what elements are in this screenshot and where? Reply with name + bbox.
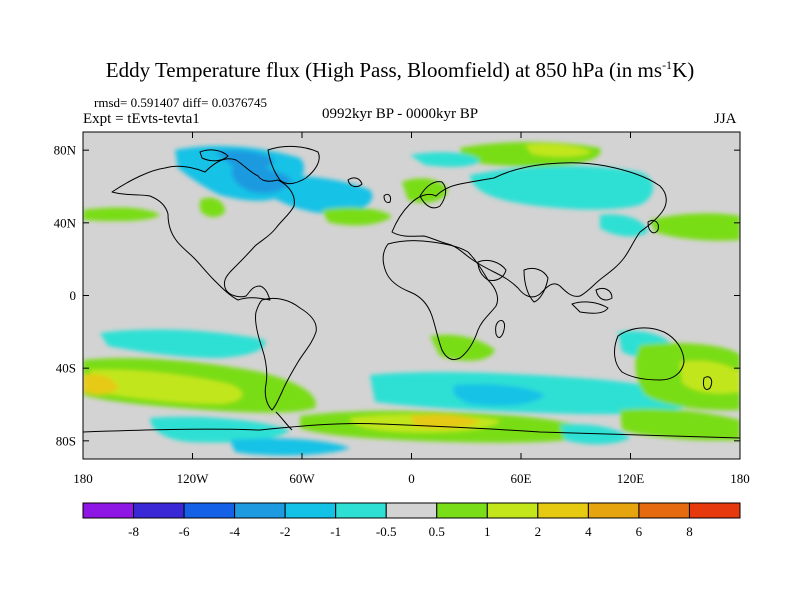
coast-arabia: [477, 259, 507, 281]
field-region-canada-west-pos: [200, 197, 225, 218]
map-title: Eddy Temperature flux (High Pass, Bloomf…: [0, 58, 800, 83]
colorbar-label: -6: [179, 524, 190, 539]
title-main: Eddy Temperature flux (High Pass, Bloomf…: [105, 58, 663, 82]
field-region-agulhas-pos: [430, 334, 495, 361]
lon-tick-label: 180: [73, 471, 93, 486]
title-superscript: -1: [662, 58, 673, 72]
coast-south-america: [255, 297, 317, 411]
longitude-axis: 180 120W 60W 0 60E 120E 180: [73, 132, 750, 486]
coast-japan: [647, 219, 659, 234]
field-region-central-pacific-pos: [83, 207, 160, 222]
field-region-far-south-neg: [230, 438, 350, 456]
field-region-n-atlantic-pos: [322, 207, 392, 226]
coast-australia: [614, 327, 685, 381]
field-region-antarctic-orange: [410, 414, 480, 429]
colorbar-swatch: [234, 502, 286, 519]
field-region-europe-neg: [410, 152, 480, 167]
field-region-nw-pacific-neg: [600, 214, 648, 237]
lon-tick-label: 60W: [289, 471, 315, 486]
season-label: JJA: [714, 111, 737, 127]
coast-antarctica: [83, 422, 740, 439]
period-label: 0992kyr BP - 0000kyr BP: [322, 106, 479, 122]
field-region-siberia-neg: [470, 165, 654, 210]
colorbar-label: -0.5: [376, 524, 397, 539]
colorbar-swatch: [537, 502, 589, 519]
coast-madagascar: [495, 319, 505, 338]
lon-tick-label: 120E: [617, 471, 645, 486]
coast-antarctic-peninsula: [275, 411, 293, 431]
coast-british-isles: [383, 193, 391, 203]
field-region-siberia-pos-core: [525, 143, 592, 157]
colorbar: -8 -6 -4 -2 -1 -0.5 0.5 1 2 4 6 8: [82, 502, 741, 539]
colorbar-swatch: [183, 502, 236, 519]
colorbar-label: 2: [535, 524, 542, 539]
field-region-s-pacific-orange: [83, 374, 118, 395]
colorbar-swatch: [436, 502, 488, 519]
colorbar-label: 0.5: [429, 524, 445, 539]
colorbar-swatch: [82, 502, 135, 519]
stats-text: rmsd= 0.591407 diff= 0.0376745: [94, 95, 267, 110]
lon-tick-label: 0: [408, 471, 415, 486]
coast-iceland: [347, 177, 363, 188]
flux-field: [83, 142, 740, 456]
field-region-greenland-neg: [215, 150, 275, 170]
field-region-s-pacific-yellow: [90, 369, 243, 404]
coast-india: [523, 267, 549, 303]
coast-indonesia: [571, 301, 609, 314]
colorbar-label: -4: [229, 524, 240, 539]
lon-tick-label: 120W: [177, 471, 210, 486]
colorbar-label: -2: [280, 524, 291, 539]
field-region-indian-antarctic-neg: [560, 424, 630, 445]
lat-tick-label: 40S: [56, 361, 76, 376]
coast-new-zealand: [703, 376, 713, 391]
map-plot-area: [83, 132, 740, 459]
lon-tick-label: 60E: [511, 471, 532, 486]
colorbar-label: 8: [686, 524, 693, 539]
coast-borneo: [595, 287, 613, 301]
colorbar-label: 1: [484, 524, 491, 539]
latitude-axis: 80N 40N 0 40S 80S: [54, 143, 740, 448]
lat-tick-label: 80N: [54, 143, 77, 158]
colorbar-label: 4: [585, 524, 592, 539]
field-region-s-pacific-neg: [100, 329, 266, 358]
colorbar-label: -1: [330, 524, 341, 539]
coast-greenland: [267, 145, 320, 185]
lat-tick-label: 0: [70, 288, 77, 303]
coast-scandinavia: [419, 181, 447, 209]
colorbar-swatch: [587, 502, 640, 519]
experiment-label: Expt = tEvts-tevta1: [83, 111, 200, 127]
lat-tick-label: 40N: [54, 215, 77, 230]
field-region-scandinavia-pos: [402, 178, 448, 203]
coast-north-america: [111, 158, 295, 301]
colorbar-swatch: [284, 502, 337, 519]
coastlines: [83, 145, 740, 439]
field-region-s-atlantic-core: [453, 384, 545, 406]
field-region-north-pacific-pos: [650, 213, 740, 241]
colorbar-swatch: [385, 502, 438, 519]
colorbar-label: 6: [636, 524, 643, 539]
colorbar-label: -8: [128, 524, 139, 539]
title-end: K): [672, 58, 695, 82]
field-region-indian-antarctic-pos: [620, 408, 740, 441]
colorbar-swatch: [688, 502, 741, 519]
colorbar-swatch: [486, 502, 539, 519]
lat-tick-label: 80S: [56, 433, 76, 448]
coast-africa: [382, 240, 499, 361]
colorbar-swatch: [335, 502, 387, 519]
colorbar-swatch: [638, 502, 690, 519]
coast-canadian-archipelago: [199, 149, 229, 162]
colorbar-swatch: [133, 502, 185, 519]
lon-tick-label: 180: [730, 471, 750, 486]
